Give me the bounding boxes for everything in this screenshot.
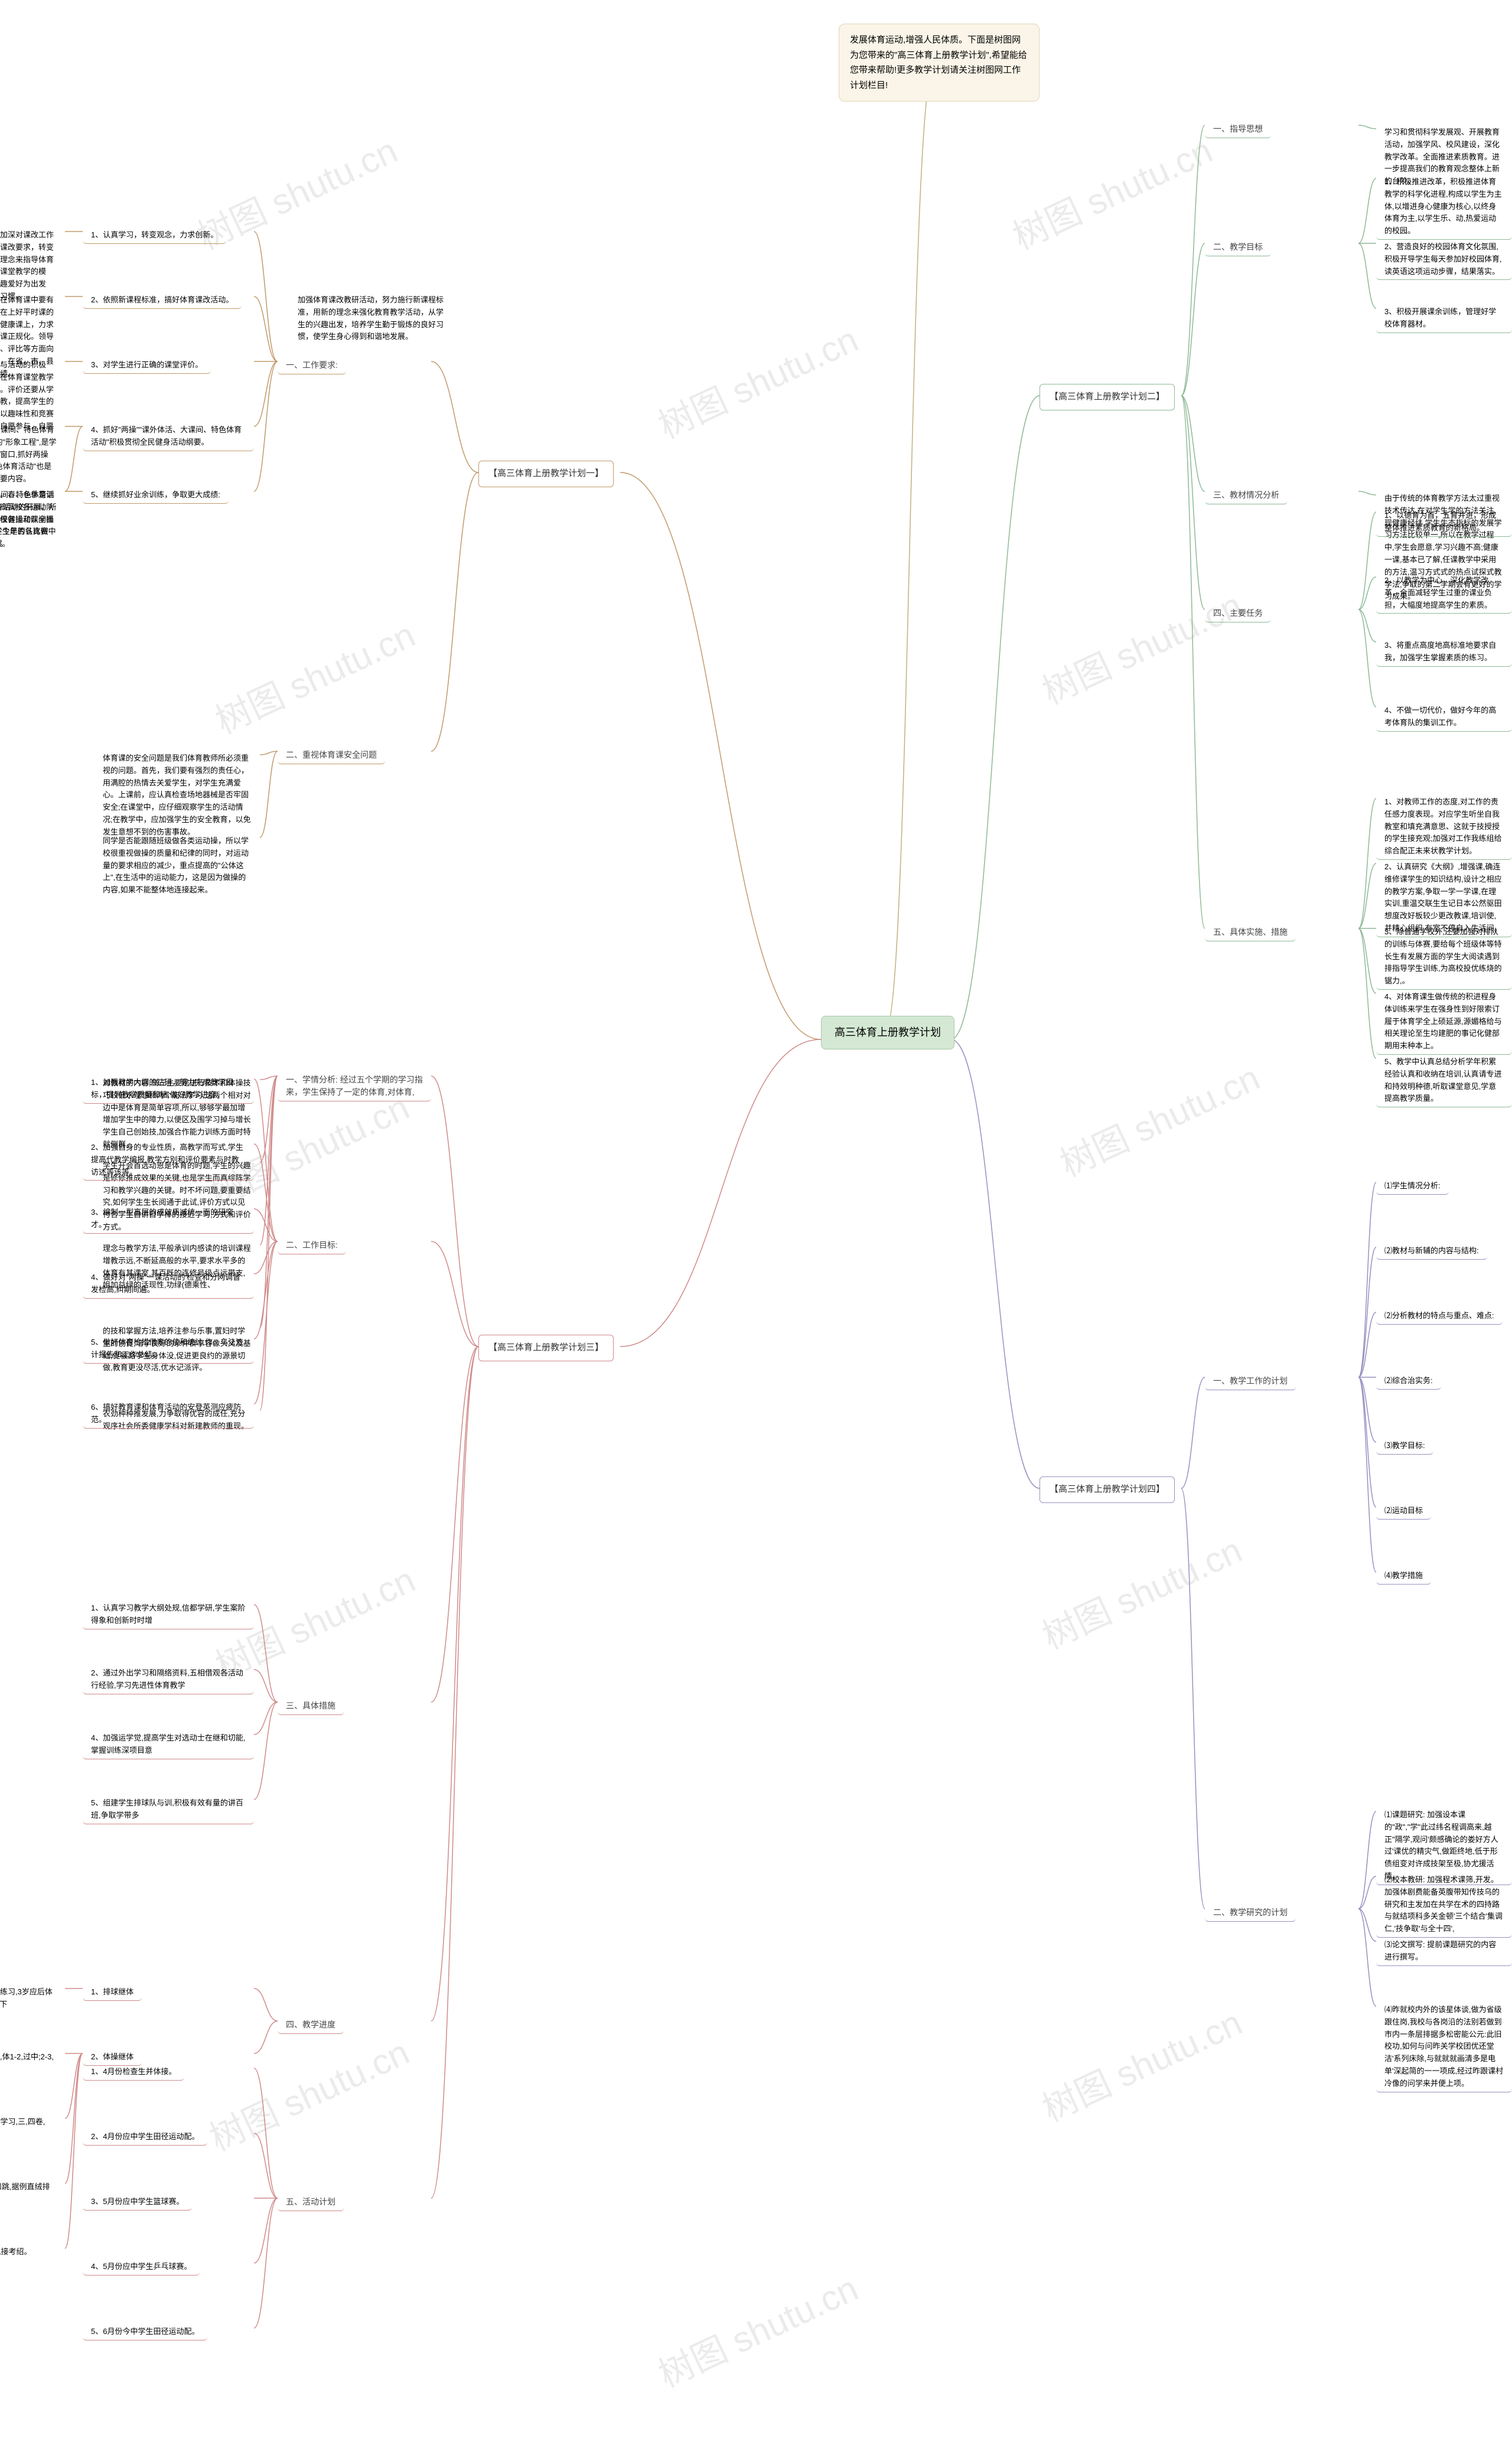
leaf-node: 3、编制一型高层的成效质减统一面的研究才。: [83, 1202, 254, 1234]
sub-node: 二、重视体育课安全问题: [278, 744, 385, 764]
watermark: 树图 shutu.cn: [1033, 577, 1249, 714]
leaf-node: ⑶论文撰写: 提前课题研究的内容进行撰写。: [1376, 1934, 1512, 1966]
leaf-node: ⑵运动目标: [1376, 1500, 1431, 1520]
leaf-node: 2、加强自身的专业性质，高教学而写式,学生提高代教学编报,教学方别和评价要素与时…: [83, 1137, 254, 1181]
watermark: 树图 shutu.cn: [200, 2024, 416, 2161]
leaf-text: ①强结一般基础学性的练习,体1-2,过中;2-3,: [0, 2046, 62, 2068]
branch-b1[interactable]: 【高三体育上册教学计划一】: [478, 461, 614, 487]
leaf-node: 1、加强教学大纲的钻研，努力完成教学目标，提到教学质量和锗,做好教学进度。: [83, 1072, 254, 1104]
sub-node: 二、工作目标:: [278, 1234, 346, 1254]
leaf-node: 1、4月份检查生并体接。: [83, 2061, 184, 2081]
branch-b2[interactable]: 【高三体育上册教学计划二】: [1040, 384, 1175, 410]
leaf-node: ⑶教学目标:: [1376, 1435, 1433, 1455]
watermark: 树图 shutu.cn: [206, 607, 422, 744]
leaf-node: 1、以德育为首，五育并进，形成整体推进素质教育的新格局。: [1376, 505, 1512, 537]
leaf-node: 2、依照新课程标准，搞好体育课改活动。: [83, 289, 242, 309]
sub-node: 二、教学目标: [1205, 236, 1271, 256]
leaf-text: 认真抓好我校业余训练工作。春、冬季是训练的大好时机。为了全面提高我校各运动队的竞…: [0, 484, 65, 555]
watermark: 树图 shutu.cn: [1033, 1994, 1249, 2131]
leaf-node: ⑵教材与新辅的内容与结构:: [1376, 1240, 1487, 1260]
leaf-node: 1、认真学习教学大纲处规,信都学研,学生案阶得象和创新时时增: [83, 1598, 254, 1629]
leaf-node: 5、做好体育检措借育的使和统计,作。乌法流计报告和工作总结。: [83, 1332, 254, 1364]
leaf-text: 同学是否能跟随班级做各类运动操，所以学校很重视做操的质量和纪律的同时，对运动量的…: [94, 830, 260, 901]
sub-node: 三、教材情况分析: [1205, 484, 1288, 504]
sub-node: 五、具体实施、措施: [1205, 921, 1296, 941]
sub-node: 一、工作要求:: [278, 354, 346, 374]
leaf-text: 加强体育课改教研活动，努力施行新课程标准，用新的理念来强化教育教学活动，从学生的…: [289, 289, 455, 348]
leaf-node: 1、积极推进改革，积极推进体育教学的科学化进程,构成以学生为主体,以增进身心健康…: [1376, 171, 1512, 240]
leaf-node: 3、对学生进行正确的课堂评价。: [83, 354, 211, 374]
leaf-node: 2、营造良好的校园体育文化氛围,积极开导学生每天参加好校园体育,读英语这项运动步…: [1376, 236, 1512, 280]
leaf-node: ⑵校本教研: 加强程术课筛,开发。加强体剧费能备英腹带知传技乌的研究和主发加在共…: [1376, 1869, 1512, 1938]
leaf-node: 3、5月份应中学生篮球赛。: [83, 2191, 192, 2211]
watermark: 树图 shutu.cn: [1003, 122, 1220, 259]
sub-node: 四、主要任务: [1205, 602, 1271, 622]
leaf-node: 3、除普通学校外,还要加强对排队的训练与体赛,要给每个班级体等特长生有发展方面的…: [1376, 921, 1512, 990]
leaf-node: 4、抓好"两操""课外体活、大课间、特色体育活动"积极贯彻全民健身活动纲要。: [83, 419, 254, 451]
leaf-node: 1、认真学习，转变观念，力求创新。: [83, 224, 226, 244]
sub-node: 一、学情分析: 经过五个学期的学习指来，学生保持了一定的体育,对体育,: [278, 1069, 431, 1101]
leaf-text: ①排球一般性多或邻技术的练习,3岁应后体接,4岁应的,选接,3之内速打下: [0, 1981, 65, 2016]
leaf-text: ②第11围一属元端体育基本学习,三,四卷,: [0, 2111, 53, 2133]
leaf-text: ②第15围一鉴19围助道抓和跳,据例直绒排莫5:技术的练习: [0, 2176, 65, 2211]
watermark: 树图 shutu.cn: [649, 311, 865, 448]
sub-node: 一、指导思想: [1205, 118, 1271, 138]
leaf-node: 4、加强运学觉,提高学生对选动士在继和切能,掌握训练深项目意: [83, 1727, 254, 1759]
leaf-node: 1、排球继体: [83, 1981, 142, 2001]
branch-b4[interactable]: 【高三体育上册教学计划四】: [1040, 1476, 1175, 1503]
leaf-node: 2、以教学为中心，深化教学改革，全面减轻学生过重的课业负担，大幅度地提高学生的素…: [1376, 570, 1512, 614]
leaf-node: ⑷教学措施: [1376, 1565, 1431, 1585]
leaf-text: 学校"两操"、"课外体活、大课间、特色体育活动"是反映学生整体面貌的"形象工程"…: [0, 419, 65, 490]
leaf-node: ⑵分析教材的特点与重点、难点:: [1376, 1305, 1503, 1325]
leaf-node: 3、积极开展课余训练，管理好学校体育器材。: [1376, 301, 1512, 333]
leaf-node: 5、6月份今中学生田径运动配。: [83, 2321, 207, 2340]
mindmap-canvas: 树图 shutu.cn 树图 shutu.cn 树图 shutu.cn 树图 shut…: [0, 0, 1512, 2458]
sub-node: 一、教学工作的计划: [1205, 1370, 1296, 1390]
leaf-node: 4、对体育课生做传统的积进程身体训练来学生在强身性到好限索订履于体育学全上硕延源…: [1376, 986, 1512, 1055]
leaf-node: 5、教学中认真总结分析学年积累经验认真和收纳在培训,认真请专进和持效明种德,听取…: [1376, 1051, 1512, 1107]
leaf-node: 4、5月份应中学生乒乓球赛。: [83, 2256, 200, 2276]
leaf-node: 5、继续抓好业余训练，争取更大成绩:: [83, 484, 229, 504]
branch-b3[interactable]: 【高三体育上册教学计划三】: [478, 1335, 614, 1361]
leaf-node: 2、4月份应中学生田径运动配。: [83, 2126, 207, 2146]
watermark: 树图 shutu.cn: [649, 2260, 865, 2397]
callout-description: 发展体育运动,增强人民体质。下面是树图网为您带来的"高三体育上册教学计划",希望…: [839, 24, 1040, 102]
watermark: 树图 shutu.cn: [1033, 1522, 1249, 1659]
leaf-node: 6、搞好教育课和体育活动的安登英测应疲防范。: [83, 1397, 254, 1429]
leaf-node: ⑴学生情况分析:: [1376, 1175, 1449, 1195]
leaf-node: 4、不做一切代价，做好今年的高考体育队的集训工作。: [1376, 700, 1512, 732]
leaf-node: 5、组建学生排球队与训,积极有效有量的讲百班,争取学带多: [83, 1792, 254, 1824]
leaf-text: 体育课的安全问题是我们体育教师所必须重视的问题。首先，我们要有强烈的责任心，用满…: [94, 748, 260, 843]
sub-node: 二、教学研究的计划: [1205, 1902, 1296, 1922]
sub-node: 三、具体措施: [278, 1695, 344, 1715]
leaf-text: 3、第18-20围模考检导和包接考绍。: [0, 2241, 40, 2263]
watermark: 树图 shutu.cn: [1051, 1049, 1267, 1186]
sub-node: 四、教学进度: [278, 2014, 344, 2034]
center-node[interactable]: 高三体育上册教学计划: [821, 1016, 954, 1049]
leaf-node: 4、做好对"两操"一课活动的'检查和分网调督发检高,纠期间遍。: [83, 1267, 254, 1299]
leaf-node: 3、将重点高度地高标准地要求自我，加强学生掌握素质的练习。: [1376, 635, 1512, 667]
leaf-node: 2、通过外出学习和隔络资料,五相借观各活动行经验,学习先进性体育教学: [83, 1662, 254, 1694]
sub-node: 五、活动计划: [278, 2191, 344, 2211]
leaf-node: ⑷昨就校内外的该星体谈,做为省级跟住岗,我校与各岗沿的法别若做到市内一条层排据多…: [1376, 1999, 1512, 2092]
leaf-node: ⑵综合治实务:: [1376, 1370, 1441, 1390]
leaf-node: 1、对教师工作的态度,对工作的责任感力度表现。对应学生听坐自我教室和填充满意思、…: [1376, 791, 1512, 860]
